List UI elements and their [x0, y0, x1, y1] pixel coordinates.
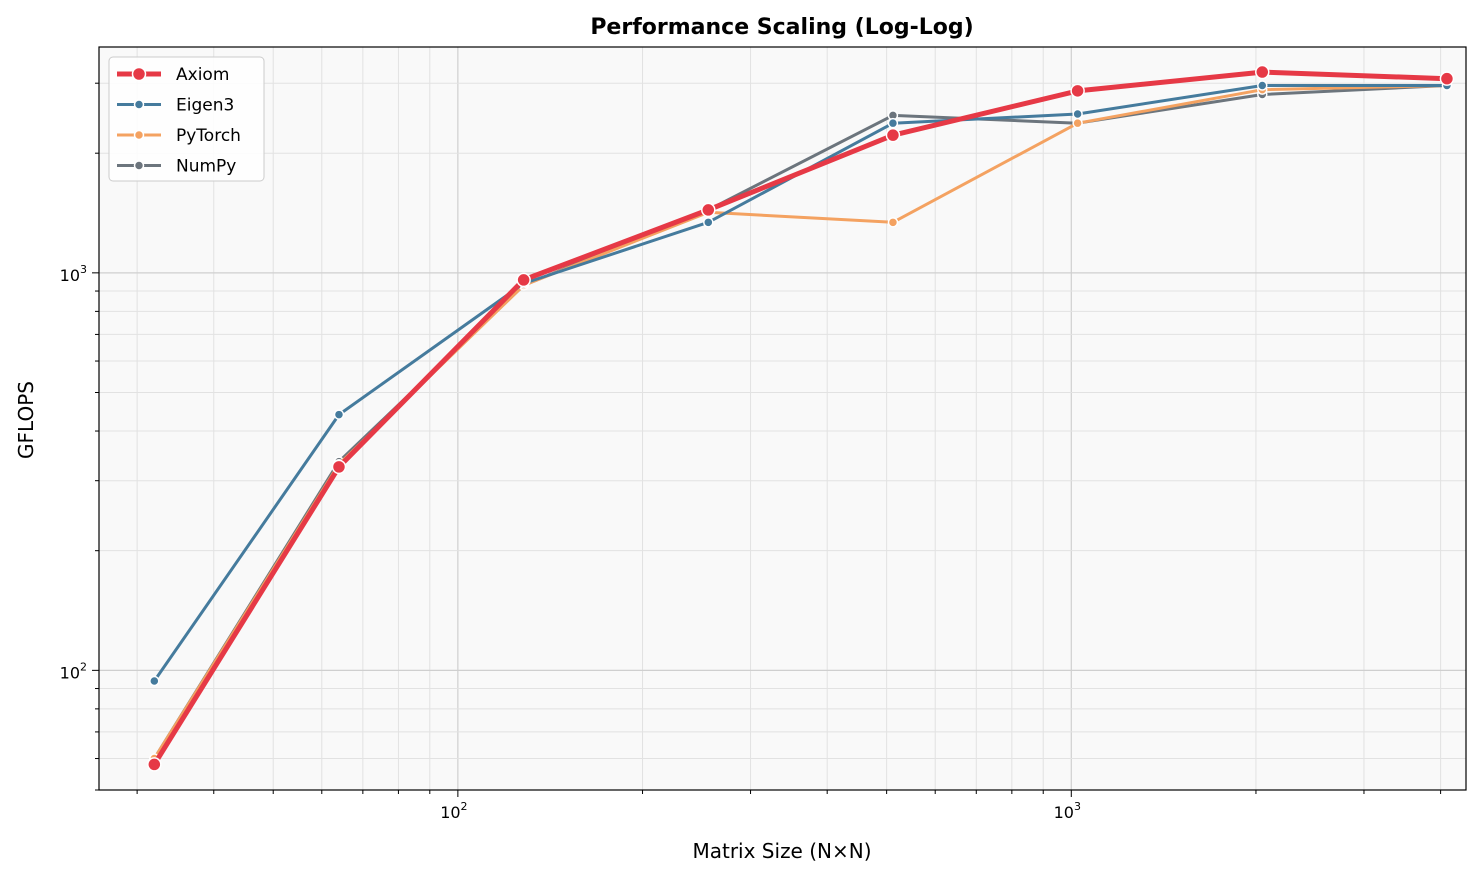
- legend-label: NumPy: [176, 157, 236, 177]
- data-point: [701, 202, 716, 218]
- y-axis-label: GFLOPS: [14, 381, 38, 459]
- data-point: [1070, 83, 1085, 99]
- legend-box: [108, 56, 265, 182]
- legend-item: PyTorch: [117, 126, 241, 146]
- y-tick-label: 103: [60, 263, 87, 285]
- data-point: [887, 117, 899, 129]
- x-axis-label: Matrix Size (N×N): [692, 839, 871, 863]
- x-tick-label: 103: [1054, 800, 1081, 822]
- legend-marker: [133, 99, 145, 110]
- data-point: [147, 757, 162, 772]
- legend-item: Eigen3: [117, 96, 234, 116]
- data-point: [703, 217, 714, 228]
- series-axiom: [147, 64, 1455, 772]
- data-point: [149, 675, 160, 687]
- legend: Axiom Eigen3 PyTorch NumPy: [108, 56, 265, 182]
- series-line: [151, 69, 1450, 767]
- legend-label: Eigen3: [176, 96, 234, 116]
- data-point: [1072, 108, 1083, 120]
- data-point: [333, 409, 345, 420]
- data-point: [1439, 71, 1455, 86]
- series-lines: [147, 64, 1455, 772]
- data-point: [331, 459, 347, 475]
- data-point: [1072, 117, 1083, 129]
- data-point: [1255, 64, 1270, 80]
- data-point: [885, 127, 901, 143]
- plot-area: [99, 47, 1466, 790]
- legend-marker: [133, 129, 145, 141]
- legend-marker: [133, 160, 145, 171]
- legend-label: PyTorch: [176, 126, 241, 146]
- legend-label: Axiom: [176, 65, 229, 85]
- axis-ticks: 102 103 102 103: [60, 82, 1442, 822]
- chart-title: Performance Scaling (Log-Log): [590, 15, 973, 40]
- data-point: [887, 217, 899, 228]
- y-tick-label: 102: [60, 660, 87, 682]
- legend-marker: [131, 66, 147, 82]
- data-point: [516, 272, 531, 288]
- x-tick-label: 102: [440, 800, 467, 822]
- legend-item: Axiom: [117, 65, 229, 85]
- data-point: [1257, 80, 1268, 91]
- grid: [99, 47, 1466, 791]
- legend-item: NumPy: [117, 157, 236, 177]
- plot-frame: [98, 46, 1467, 791]
